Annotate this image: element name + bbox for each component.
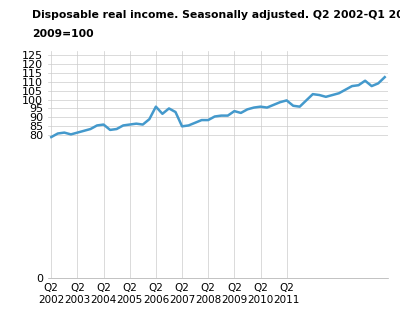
Text: 2009=100: 2009=100 <box>32 29 94 39</box>
Text: Disposable real income. Seasonally adjusted. Q2 2002-Q1 2012.: Disposable real income. Seasonally adjus… <box>32 10 400 20</box>
